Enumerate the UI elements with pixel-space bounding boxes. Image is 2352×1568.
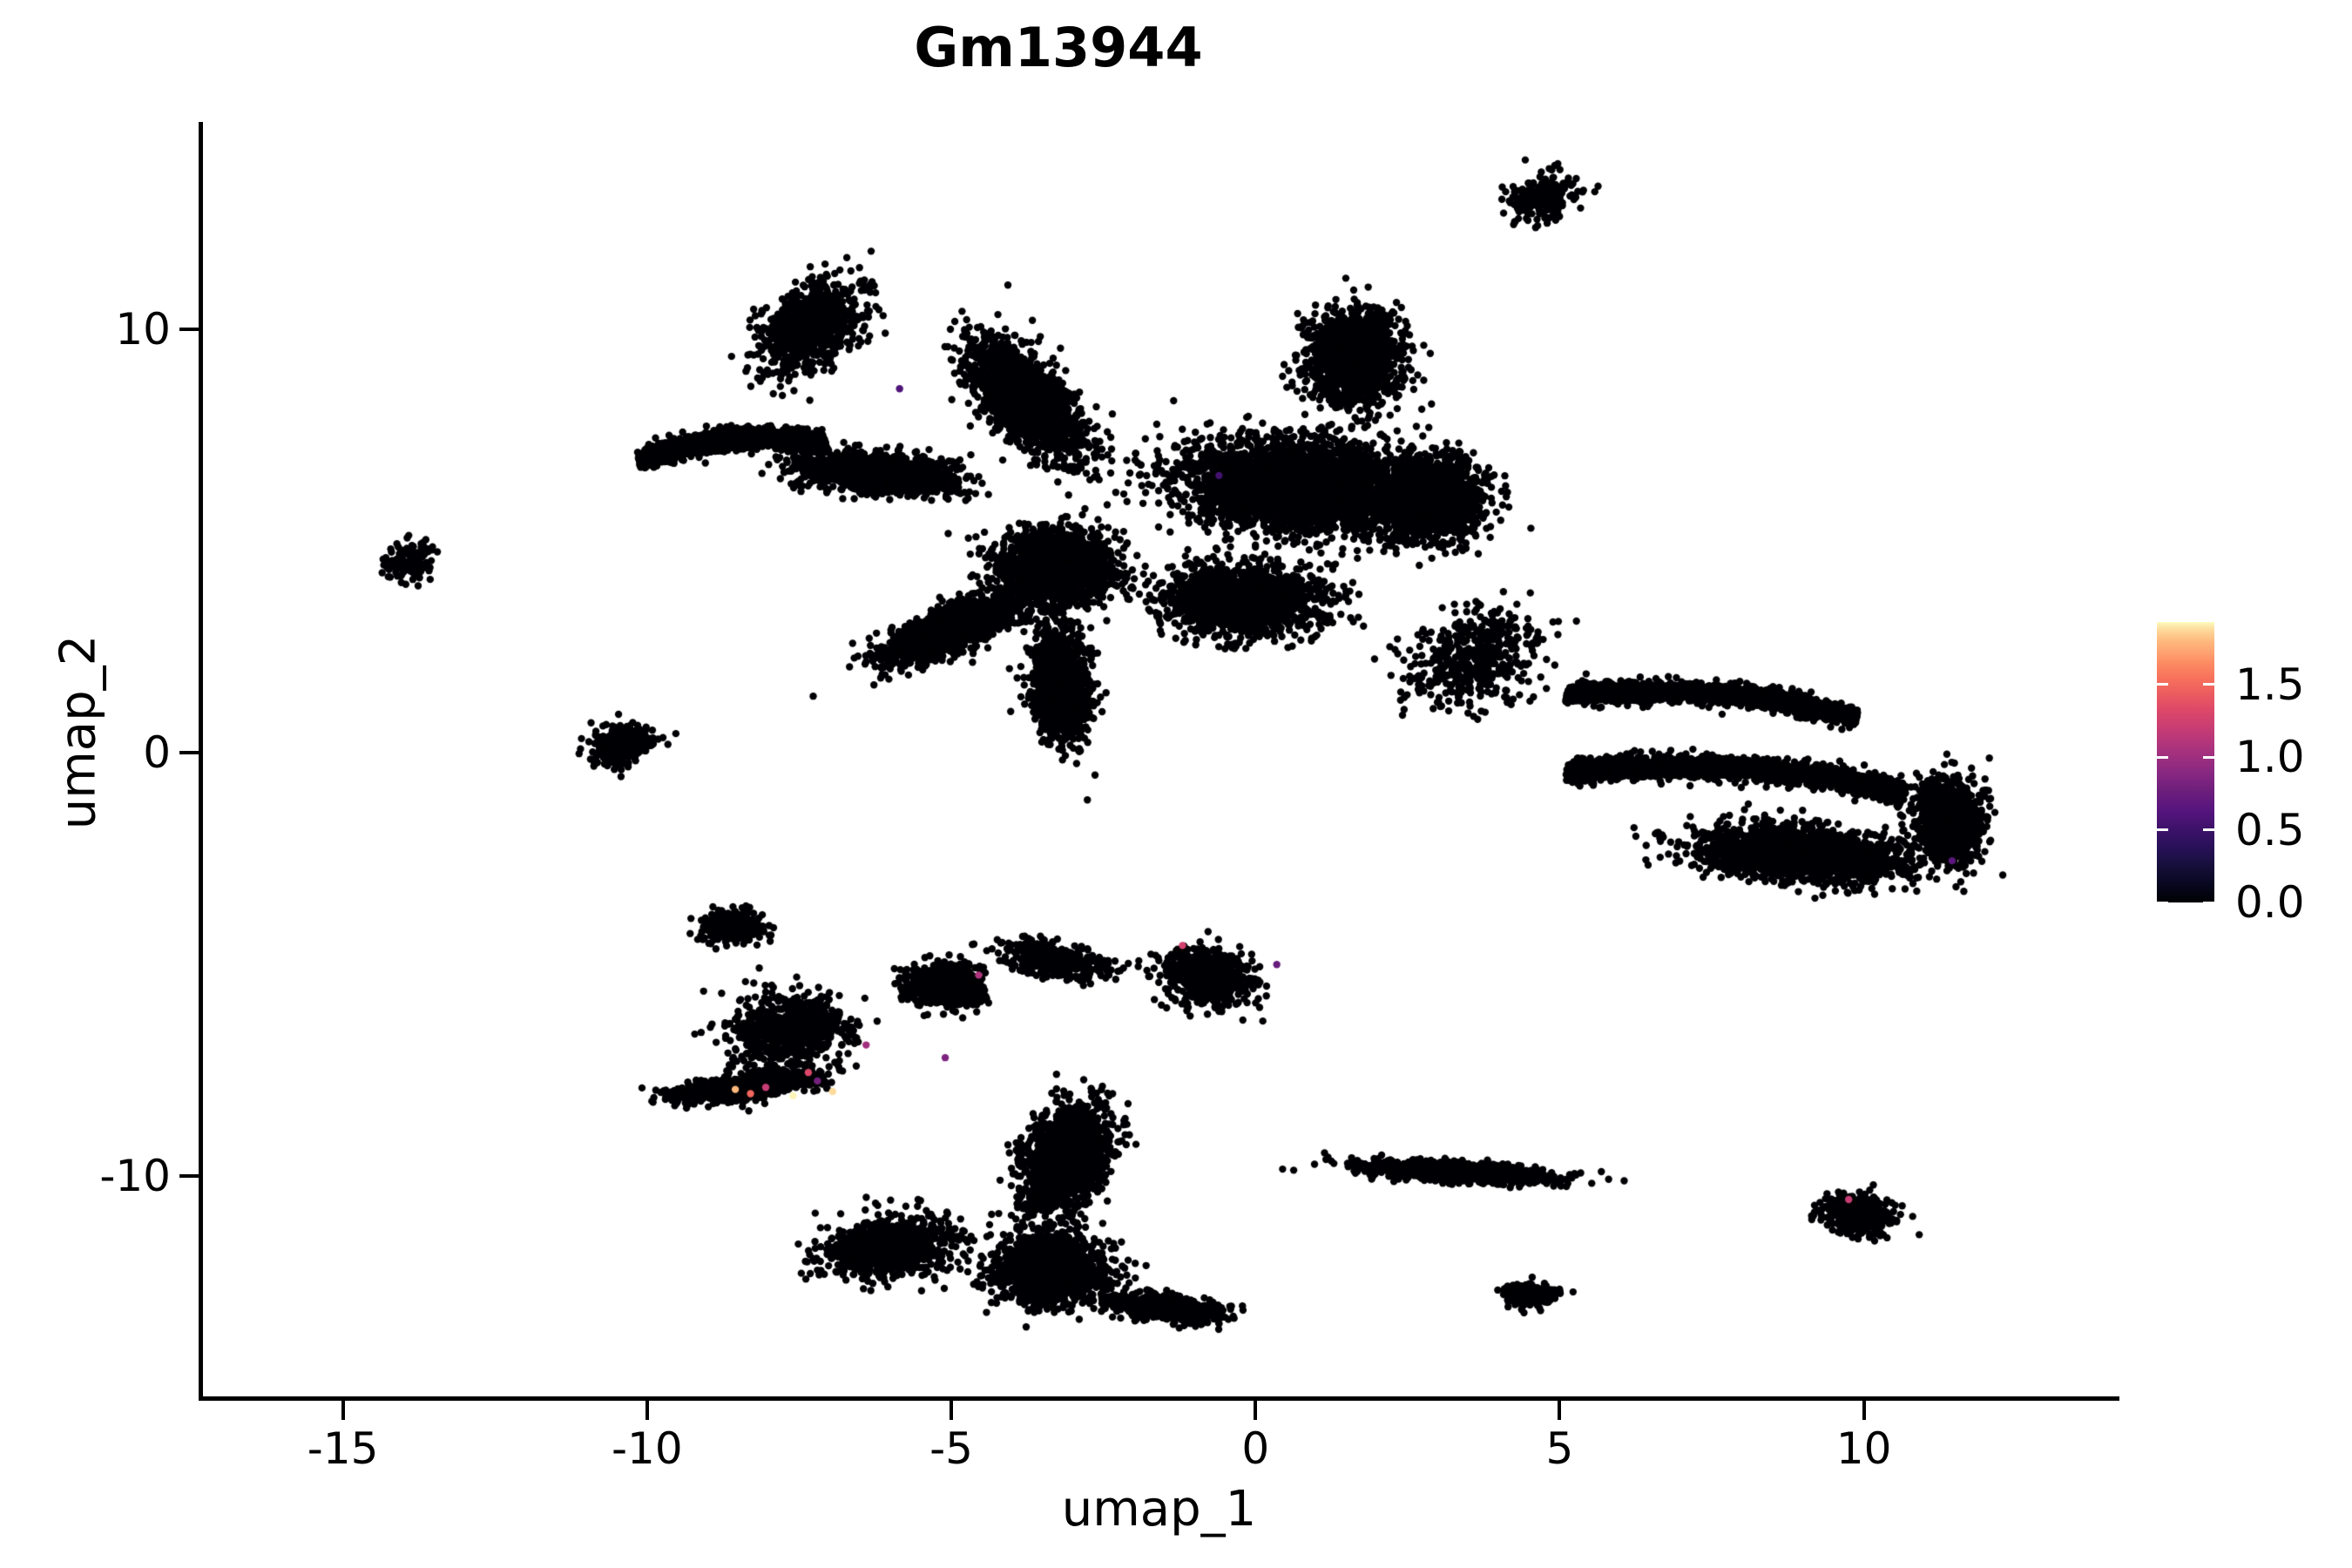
colorbar-tick-mark-1-left [2157, 828, 2168, 832]
colorbar-tick-mark-2-right [2203, 755, 2214, 759]
x-tick-label-5: 10 [1835, 1423, 1892, 1474]
x-tick-label-0: -15 [307, 1423, 379, 1474]
x-tick-mark-3 [1254, 1401, 1258, 1420]
colorbar-tick-mark-3-left [2157, 683, 2168, 686]
colorbar-tick-mark-3-right [2203, 683, 2214, 686]
x-tick-mark-5 [1862, 1401, 1866, 1420]
colorbar-tick-label-2: 1.0 [2235, 732, 2305, 783]
y-axis-label: umap_2 [50, 634, 107, 830]
colorbar [2157, 622, 2214, 902]
colorbar-tick-mark-0-left [2157, 901, 2168, 904]
x-tick-label-4: 5 [1545, 1423, 1574, 1474]
y-tick-mark-2 [179, 1174, 199, 1179]
x-tick-label-1: -10 [611, 1423, 683, 1474]
scatter-plot-canvas [203, 122, 2119, 1396]
x-tick-mark-2 [950, 1401, 954, 1420]
x-axis-spine [199, 1396, 2119, 1401]
colorbar-tick-mark-2-left [2157, 755, 2168, 759]
colorbar-tick-mark-1-right [2203, 828, 2214, 832]
colorbar-tick-label-3: 1.5 [2235, 659, 2305, 710]
y-tick-mark-0 [179, 328, 199, 332]
x-tick-mark-0 [341, 1401, 345, 1420]
colorbar-tick-label-1: 0.5 [2235, 804, 2305, 855]
y-tick-label-1: 0 [143, 727, 171, 779]
x-tick-label-3: 0 [1241, 1423, 1270, 1474]
y-axis-spine [199, 122, 203, 1401]
y-tick-label-0: 10 [115, 304, 171, 355]
colorbar-tick-label-0: 0.0 [2235, 877, 2305, 928]
page-title: Gm13944 [914, 16, 1203, 79]
x-tick-mark-1 [645, 1401, 649, 1420]
x-tick-label-2: -5 [929, 1423, 973, 1474]
y-tick-mark-1 [179, 751, 199, 755]
colorbar-gradient [2157, 622, 2214, 902]
colorbar-tick-mark-0-right [2203, 901, 2214, 904]
x-tick-mark-4 [1558, 1401, 1562, 1420]
y-tick-label-2: -10 [99, 1151, 171, 1202]
x-axis-label: umap_1 [1061, 1481, 1257, 1538]
